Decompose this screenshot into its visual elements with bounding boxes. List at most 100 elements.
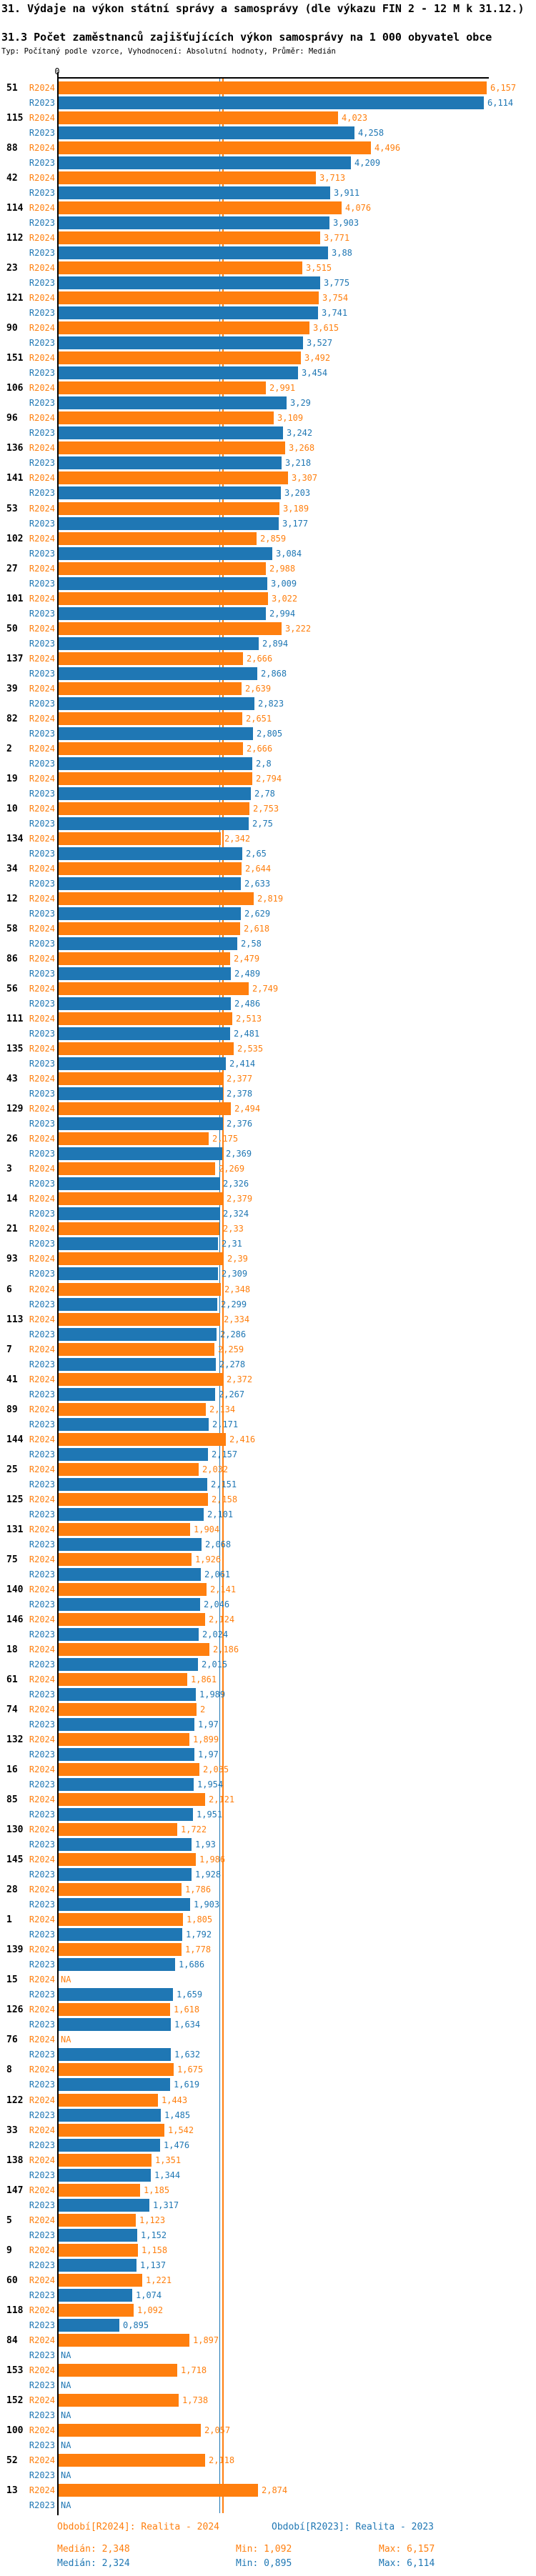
bar-r2023 xyxy=(58,426,283,439)
category-label: 153 xyxy=(6,2365,24,2376)
category-label: 2 xyxy=(6,744,12,754)
bar-r2024 xyxy=(58,1373,223,1386)
category-label: 9 xyxy=(6,2245,12,2256)
series-label-r2023: R2023 xyxy=(29,1539,55,1549)
value-label-r2024: 2,859 xyxy=(260,534,287,544)
value-label-r2023: 3,911 xyxy=(334,188,360,198)
bar-r2023 xyxy=(58,997,231,1010)
bar-r2024 xyxy=(58,1673,187,1686)
series-label-r2023: R2023 xyxy=(29,1990,55,2000)
value-label-r2023: 2,061 xyxy=(204,1569,231,1579)
series-label-r2023: R2023 xyxy=(29,699,55,709)
bar-r2023 xyxy=(58,246,328,259)
bar-r2024 xyxy=(58,652,243,665)
category-label: 28 xyxy=(6,1884,18,1895)
value-label-r2023: 3,775 xyxy=(324,278,350,288)
legend-r2024-min: Min: 1,092 xyxy=(236,2544,292,2555)
value-label-r2024: 3,222 xyxy=(285,624,312,634)
value-label-r2024: 2,158 xyxy=(212,1494,238,1504)
series-label-r2023: R2023 xyxy=(29,1899,55,1909)
value-label-r2023: 2,31 xyxy=(222,1239,242,1249)
category-label: 102 xyxy=(6,534,24,544)
value-label-r2024: 2,794 xyxy=(256,774,282,784)
bar-r2023 xyxy=(58,547,272,560)
category-label: 19 xyxy=(6,774,18,784)
value-label-r2023: 2,823 xyxy=(258,699,284,709)
value-label-r2023-na: NA xyxy=(61,2410,71,2420)
legend-r2024-median: Medián: 2,348 xyxy=(57,2544,130,2555)
legend-r2024-period: Období[R2024]: Realita - 2024 xyxy=(57,2522,219,2532)
series-label-r2024: R2024 xyxy=(29,594,55,604)
bar-r2023 xyxy=(58,1057,226,1070)
value-label-r2024: 2,372 xyxy=(227,1374,253,1384)
series-label-r2024: R2024 xyxy=(29,744,55,754)
category-label: 58 xyxy=(6,924,18,934)
value-label-r2024: 2,259 xyxy=(218,1344,244,1354)
series-label-r2023: R2023 xyxy=(29,2410,55,2420)
bar-r2024 xyxy=(58,2304,134,2317)
value-label-r2023: 4,209 xyxy=(354,158,381,168)
category-label: 130 xyxy=(6,1824,24,1835)
value-label-r2023: 2,376 xyxy=(227,1119,253,1129)
series-label-r2023: R2023 xyxy=(29,368,55,378)
chart-meta: Typ: Počítaný podle vzorce, Vyhodnocení:… xyxy=(1,47,336,56)
value-label-r2024: 1,778 xyxy=(185,1945,212,1955)
series-label-r2024: R2024 xyxy=(29,2245,55,2255)
value-label-r2023-na: NA xyxy=(61,2440,71,2450)
category-label: 129 xyxy=(6,1104,24,1114)
bar-r2023 xyxy=(58,1448,208,1461)
series-label-r2023: R2023 xyxy=(29,158,55,168)
category-label: 151 xyxy=(6,353,24,364)
bar-r2024 xyxy=(58,862,242,875)
category-label: 134 xyxy=(6,834,24,844)
value-label-r2024: 2,479 xyxy=(234,954,260,964)
value-label-r2024: 2,141 xyxy=(210,1584,237,1594)
value-label-r2024: 1,904 xyxy=(194,1524,220,1534)
value-label-r2023: 2,489 xyxy=(234,969,261,979)
bar-r2023 xyxy=(58,727,253,740)
series-label-r2023: R2023 xyxy=(29,639,55,649)
series-label-r2024: R2024 xyxy=(29,1134,55,1144)
series-label-r2023: R2023 xyxy=(29,1779,55,1789)
bar-r2023 xyxy=(58,517,279,530)
series-label-r2024: R2024 xyxy=(29,2125,55,2135)
series-label-r2024: R2024 xyxy=(29,2035,55,2045)
series-label-r2023: R2023 xyxy=(29,2320,55,2330)
value-label-r2023: 2,299 xyxy=(221,1299,247,1309)
series-label-r2023: R2023 xyxy=(29,2380,55,2390)
value-label-r2023: 2,486 xyxy=(234,999,261,1009)
series-label-r2024: R2024 xyxy=(29,2005,55,2015)
value-label-r2023: 3,084 xyxy=(276,549,302,559)
bar-r2023 xyxy=(58,2169,151,2182)
value-label-r2024: 3,109 xyxy=(277,413,304,423)
median-line-r2024 xyxy=(222,77,224,2513)
series-label-r2023: R2023 xyxy=(29,1809,55,1819)
bar-r2024 xyxy=(58,2394,179,2407)
series-label-r2024: R2024 xyxy=(29,1764,55,1774)
series-label-r2023: R2023 xyxy=(29,2500,55,2510)
series-label-r2023: R2023 xyxy=(29,2350,55,2360)
bar-r2023 xyxy=(58,1988,173,2001)
value-label-r2024: 1,351 xyxy=(155,2155,182,2165)
value-label-r2023: 2,8 xyxy=(256,759,272,769)
category-label: 96 xyxy=(6,413,18,424)
bar-r2024 xyxy=(58,1192,223,1205)
bar-r2023 xyxy=(58,1748,194,1761)
series-label-r2023: R2023 xyxy=(29,1029,55,1039)
category-label: 139 xyxy=(6,1945,24,1955)
series-label-r2023: R2023 xyxy=(29,1479,55,1489)
category-label: 14 xyxy=(6,1194,18,1204)
category-label: 146 xyxy=(6,1614,24,1625)
series-label-r2023: R2023 xyxy=(29,1389,55,1399)
series-label-r2024: R2024 xyxy=(29,1494,55,1504)
category-label: 12 xyxy=(6,894,18,904)
category-label: 84 xyxy=(6,2335,18,2346)
value-label-r2024: 2,057 xyxy=(204,2425,231,2435)
category-label: 144 xyxy=(6,1434,24,1445)
series-label-r2023: R2023 xyxy=(29,789,55,799)
bar-r2023 xyxy=(58,907,241,920)
series-label-r2024: R2024 xyxy=(29,1104,55,1114)
category-label: 42 xyxy=(6,173,18,184)
